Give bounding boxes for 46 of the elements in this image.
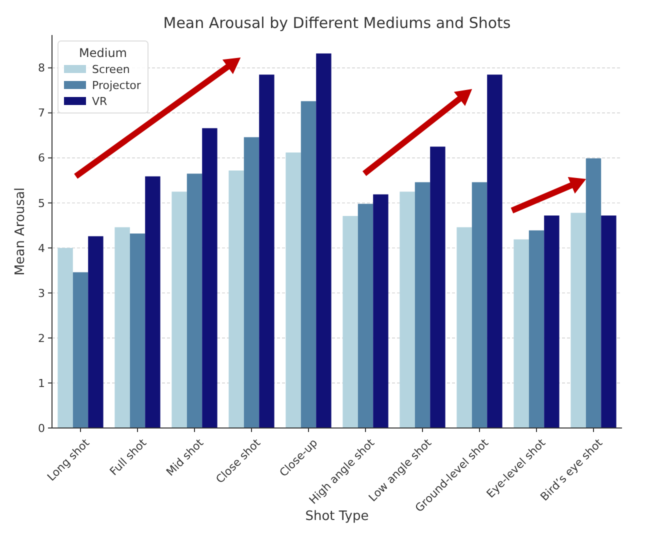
bar <box>172 192 187 428</box>
y-tick-label: 7 <box>38 106 45 120</box>
legend-label: Projector <box>92 78 142 92</box>
bar <box>342 216 358 428</box>
bar <box>570 212 586 428</box>
y-tick-label: 5 <box>38 196 45 210</box>
x-axis-title: Shot Type <box>305 509 369 524</box>
bar <box>259 74 274 428</box>
bar <box>145 176 160 428</box>
bar <box>414 182 430 428</box>
y-tick-label: 2 <box>38 332 45 345</box>
y-tick-label: 3 <box>38 286 45 300</box>
bar <box>358 204 374 428</box>
bar <box>130 234 146 428</box>
bar <box>400 192 415 428</box>
legend-title: Medium <box>79 46 127 60</box>
bar <box>528 230 544 428</box>
bar <box>72 272 88 428</box>
y-axis-title: Mean Arousal <box>13 187 28 276</box>
bar <box>316 53 332 428</box>
bar <box>456 227 472 428</box>
bar <box>430 146 446 428</box>
chart-title: Mean Arousal by Different Mediums and Shots <box>163 14 511 32</box>
bar <box>487 74 502 428</box>
legend-label: Screen <box>92 62 130 76</box>
bar <box>544 216 560 428</box>
bar <box>88 236 104 428</box>
y-tick-label: 8 <box>38 62 45 75</box>
bar <box>114 227 130 428</box>
bar <box>202 128 218 428</box>
bar <box>58 248 73 428</box>
bar <box>244 137 260 428</box>
bar <box>373 194 388 428</box>
bar <box>300 101 316 428</box>
y-tick-label: 1 <box>38 376 45 390</box>
bar <box>228 170 244 428</box>
bar <box>472 182 488 428</box>
bar <box>514 239 529 428</box>
y-tick-label: 0 <box>38 422 45 435</box>
bar <box>586 158 602 428</box>
y-tick-label: 4 <box>38 242 45 255</box>
bar <box>186 174 202 428</box>
y-tick-label: 6 <box>38 152 45 165</box>
legend-label: VR <box>92 94 108 108</box>
bar <box>286 152 301 428</box>
bar <box>601 216 616 428</box>
